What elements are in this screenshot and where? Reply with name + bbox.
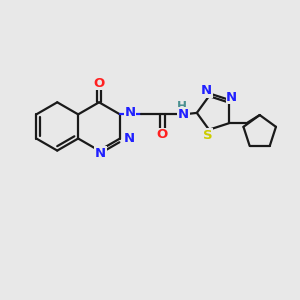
Text: N: N: [201, 84, 212, 97]
Text: H: H: [177, 100, 187, 112]
Text: N: N: [95, 147, 106, 160]
Text: S: S: [203, 128, 212, 142]
Text: O: O: [157, 128, 168, 141]
Text: N: N: [178, 108, 189, 121]
Text: N: N: [124, 106, 136, 119]
Text: N: N: [226, 91, 237, 104]
Text: O: O: [93, 77, 105, 90]
Text: N: N: [124, 132, 135, 145]
